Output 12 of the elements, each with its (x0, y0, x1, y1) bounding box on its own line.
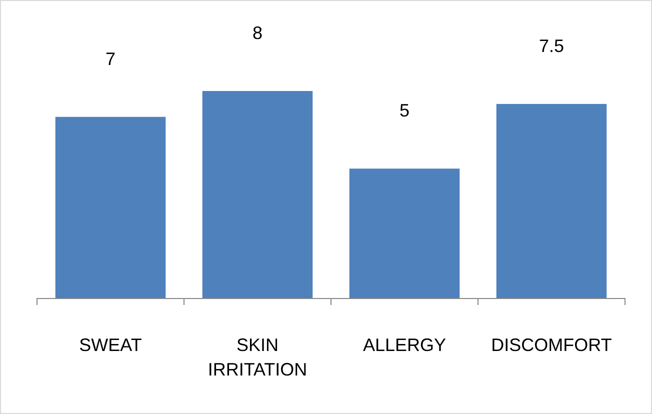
data-label: 7 (105, 48, 116, 69)
data-label: 7.5 (538, 36, 564, 56)
data-label: 8 (252, 23, 263, 43)
x-tick-label: ALLERGY (362, 335, 446, 355)
data-label: 5 (399, 100, 410, 121)
x-tick-label: SWEAT (79, 335, 142, 355)
x-tick-label: SKIN IRRITATION (208, 335, 308, 380)
bar (349, 168, 460, 298)
bar (496, 104, 607, 298)
x-tick-label: DISCOMFORT (491, 335, 612, 355)
bar (55, 116, 166, 298)
bar (202, 91, 313, 298)
